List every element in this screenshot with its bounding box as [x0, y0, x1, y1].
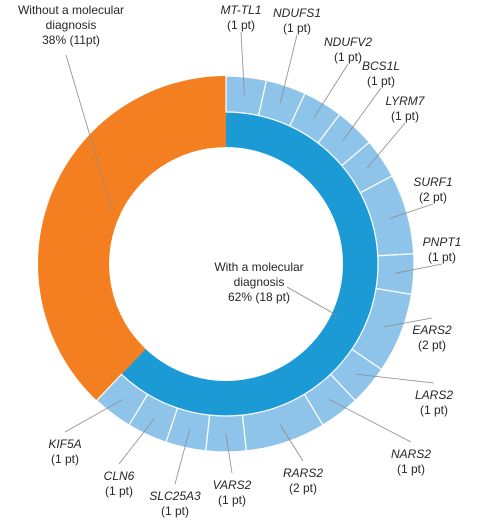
- gene-count-nars2: (1 pt): [397, 462, 425, 476]
- gene-count-pnpt1: (1 pt): [428, 250, 456, 264]
- gene-label-mt-tl1: MT-TL1: [221, 3, 262, 17]
- leader-line-mt-tl1: [240, 31, 245, 96]
- gene-label-surf1: SURF1: [413, 175, 452, 189]
- leader-line-slc25a3: [174, 429, 190, 485]
- gene-label-slc25a3: SLC25A3: [149, 489, 201, 503]
- gene-label-rars2: RARS2: [283, 466, 323, 480]
- gene-label-pnpt1: PNPT1: [423, 235, 462, 249]
- gene-label-cln6: CLN6: [104, 469, 135, 483]
- leader-line-undiagnosed: [65, 54, 113, 211]
- undiagnosed-label-line-2: diagnosis: [46, 18, 97, 32]
- diagnosed-label-line-1: With a molecular: [214, 260, 303, 274]
- gene-count-vars2: (1 pt): [218, 493, 246, 507]
- outer-slice-pnpt1: [375, 253, 415, 296]
- leader-line-cln6: [118, 418, 155, 465]
- gene-count-mt-tl1: (1 pt): [227, 18, 255, 32]
- leader-line-kif5a: [64, 398, 124, 433]
- leader-line-pnpt1: [395, 263, 443, 274]
- outer-slice-without-diagnosis: [38, 76, 226, 401]
- leader-line-rars2: [279, 424, 304, 462]
- gene-label-kif5a: KIF5A: [48, 437, 81, 451]
- gene-count-ndufv2: (1 pt): [334, 50, 362, 64]
- gene-count-cln6: (1 pt): [105, 484, 133, 498]
- gene-label-bcs1l: BCS1L: [362, 59, 400, 73]
- leader-line-ears2: [383, 317, 433, 328]
- gene-count-slc25a3: (1 pt): [161, 504, 189, 518]
- leader-line-nars2: [328, 398, 412, 443]
- diagnosed-label-line-2: diagnosis: [234, 275, 285, 289]
- gene-count-surf1: (2 pt): [419, 190, 447, 204]
- gene-label-nars2: NARS2: [391, 447, 431, 461]
- gene-count-ears2: (2 pt): [418, 338, 446, 352]
- gene-label-lars2: LARS2: [415, 388, 453, 402]
- leader-line-lars2: [355, 373, 435, 384]
- gene-label-lyrm7: LYRM7: [386, 94, 426, 108]
- gene-count-lyrm7: (1 pt): [391, 109, 419, 123]
- gene-label-ndufs1: NDUFS1: [273, 6, 321, 20]
- leader-line-diagnosed: [286, 286, 339, 317]
- undiagnosed-label-line-3: 38% (11pt): [42, 33, 100, 47]
- diagnosed-label-line-3: 62% (18 pt): [228, 290, 290, 304]
- gene-label-ndufv2: NDUFV2: [324, 35, 372, 49]
- leader-line-vars2: [225, 433, 233, 474]
- gene-count-lars2: (1 pt): [420, 403, 448, 417]
- leader-line-ndufv2: [313, 63, 349, 119]
- undiagnosed-label-line-1: Without a molecular: [18, 3, 124, 17]
- gene-count-rars2: (2 pt): [289, 481, 317, 495]
- gene-label-ears2: EARS2: [412, 323, 452, 337]
- inner-slice-with-a-molecular-diagnosis: [121, 112, 379, 416]
- gene-count-kif5a: (1 pt): [51, 452, 79, 466]
- gene-label-vars2: VARS2: [213, 478, 252, 492]
- leader-line-ndufs1: [279, 34, 298, 103]
- outer-slice-vars2: [205, 414, 247, 453]
- leader-line-surf1: [389, 203, 434, 219]
- gene-count-ndufs1: (1 pt): [283, 21, 311, 35]
- leader-line-lyrm7: [366, 122, 406, 169]
- leader-line-bcs1l: [342, 87, 382, 141]
- gene-count-bcs1l: (1 pt): [367, 74, 395, 88]
